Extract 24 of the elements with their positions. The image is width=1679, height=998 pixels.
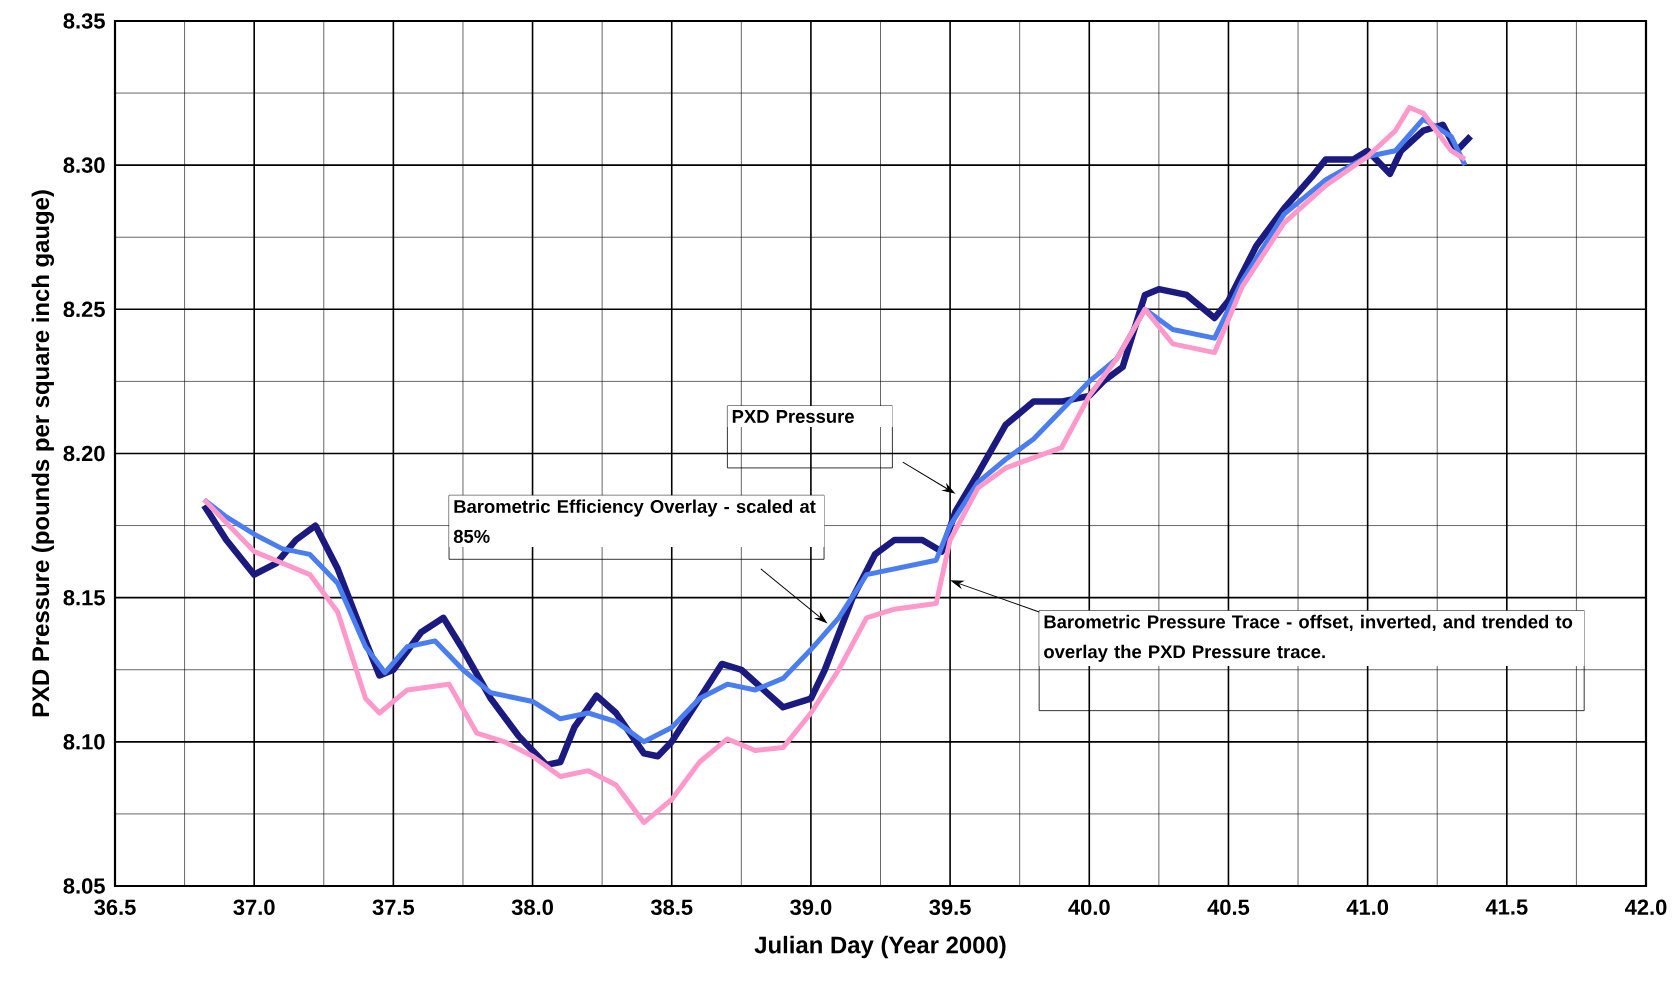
y-tick-label: 8.05: [63, 878, 105, 894]
x-tick-label: 39.5: [929, 899, 971, 916]
y-axis-title: PXD Pressure (pounds per square inch gauge): [31, 190, 55, 717]
y-tick-label: 8.20: [63, 445, 105, 462]
x-tick-label: 41.5: [1485, 899, 1528, 915]
x-tick-label: 37.5: [372, 899, 415, 916]
x-tick-label: 37.0: [233, 899, 275, 916]
annotation: Barometric Pressure Trace - offset, inverted, and trended to overlay the PXD Pressure trace.: [1044, 614, 1573, 662]
x-tick-label: 36.5: [94, 899, 136, 916]
y-tick-label: 8.35: [63, 13, 105, 29]
x-tick-label: 38.0: [511, 899, 553, 916]
y-tick-label: 8.30: [63, 157, 105, 173]
x-tick-label: 42.0: [1625, 899, 1667, 916]
y-tick-label: 8.25: [63, 301, 105, 318]
y-tick-label: 8.10: [63, 734, 105, 750]
x-axis-title: Julian Day (Year 2000): [754, 935, 1006, 959]
annotation: PXD Pressure: [732, 410, 854, 423]
annotation: Barometric Efficiency Overlay - scaled at 85%: [453, 499, 816, 543]
x-tick-label: 40.5: [1207, 899, 1250, 916]
x-tick-label: 40.0: [1068, 899, 1110, 916]
x-tick-label: 41.0: [1346, 899, 1389, 916]
y-tick-label: 8.15: [63, 589, 105, 606]
x-tick-label: 39.0: [790, 899, 832, 916]
x-tick-label: 38.5: [650, 899, 693, 916]
